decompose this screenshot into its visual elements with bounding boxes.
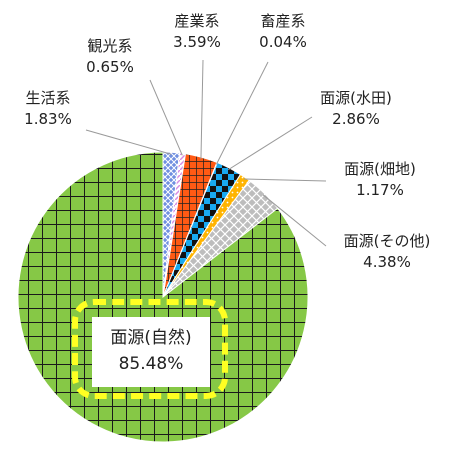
- label-shizen: 面源(自然) 85.48%: [92, 317, 210, 387]
- label-chikusan-name: 畜産系: [260, 12, 306, 30]
- label-sonota-name: 面源(その他): [343, 232, 431, 250]
- label-suiden-name: 面源(水田): [320, 89, 392, 107]
- leader-line-sonota: [262, 194, 327, 247]
- leader-line-kanko: [149, 79, 183, 156]
- label-sonota: 面源(その他) 4.38%: [322, 231, 452, 273]
- label-chikusan: 畜産系 0.04%: [240, 11, 326, 53]
- label-seikatsu: 生活系 1.83%: [4, 88, 92, 130]
- label-seikatsu-name: 生活系: [25, 89, 71, 107]
- label-shizen-name: 面源(自然): [110, 328, 192, 348]
- label-kanko-name: 観光系: [87, 37, 133, 55]
- label-shizen-value: 85.48%: [118, 354, 184, 374]
- label-suiden-value: 2.86%: [332, 110, 380, 128]
- label-sonota-value: 4.38%: [363, 253, 411, 271]
- label-sangyo-name: 産業系: [174, 12, 220, 30]
- label-sangyo: 産業系 3.59%: [154, 11, 240, 53]
- label-hatachi-value: 1.17%: [356, 181, 404, 199]
- highlight-box: [72, 299, 228, 399]
- label-kanko-value: 0.65%: [86, 58, 134, 76]
- label-chikusan-value: 0.04%: [259, 33, 307, 51]
- leader-line-hatachi: [243, 178, 327, 182]
- pie-slice-shizen: [17, 151, 309, 443]
- leader-line-suiden: [227, 116, 313, 171]
- label-hatachi-name: 面源(畑地): [344, 160, 416, 178]
- leader-line-seikatsu: [85, 129, 172, 155]
- label-kanko: 観光系 0.65%: [66, 36, 154, 78]
- label-sangyo-value: 3.59%: [173, 33, 221, 51]
- label-seikatsu-value: 1.83%: [24, 110, 72, 128]
- leader-line-sangyo: [200, 59, 204, 160]
- label-suiden: 面源(水田) 2.86%: [298, 88, 414, 130]
- label-hatachi: 面源(畑地) 1.17%: [322, 159, 438, 201]
- leader-line-chikusan: [215, 61, 269, 165]
